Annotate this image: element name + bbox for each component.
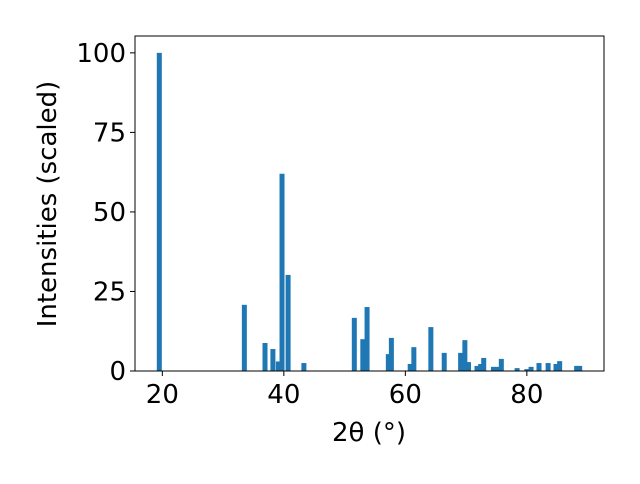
bar [285,274,291,371]
y-tick-label: 75 [93,118,126,148]
x-tick-label: 60 [389,380,422,410]
bar [301,363,307,371]
y-tick-label: 100 [76,39,126,69]
bar [351,317,357,371]
bar [407,364,413,371]
bar [270,349,276,371]
bar [495,366,501,371]
x-tick-label: 40 [267,380,300,410]
bar [388,337,394,371]
bar [536,363,542,371]
bar [557,361,563,371]
bar [364,307,370,371]
bar [428,327,434,371]
bar [385,354,391,371]
bar [481,357,487,371]
y-tick-label: 25 [93,277,126,307]
bar [545,363,551,371]
bar [577,365,583,371]
bar [458,352,464,371]
bar [279,173,285,371]
bar [514,368,520,371]
bar [411,347,417,371]
x-tick-label: 20 [146,380,179,410]
bar [275,361,281,371]
bar [528,366,534,371]
bar [462,340,468,371]
bar [574,365,580,371]
bar [553,364,559,371]
bar [478,364,484,371]
y-axis-label: Intensities (scaled) [33,81,63,328]
bar [156,52,162,371]
bar [466,362,472,371]
bar [524,369,530,371]
bar [441,352,447,371]
bar [262,343,268,371]
x-axis-label: 2θ (°) [332,418,406,448]
bar [490,366,496,371]
bar [241,304,247,371]
plot-frame [134,35,605,372]
bar [360,339,366,371]
y-tick-label: 0 [109,357,126,387]
bar [498,358,504,371]
x-tick-label: 80 [510,380,543,410]
bar [474,365,480,371]
y-tick-label: 50 [93,198,126,228]
